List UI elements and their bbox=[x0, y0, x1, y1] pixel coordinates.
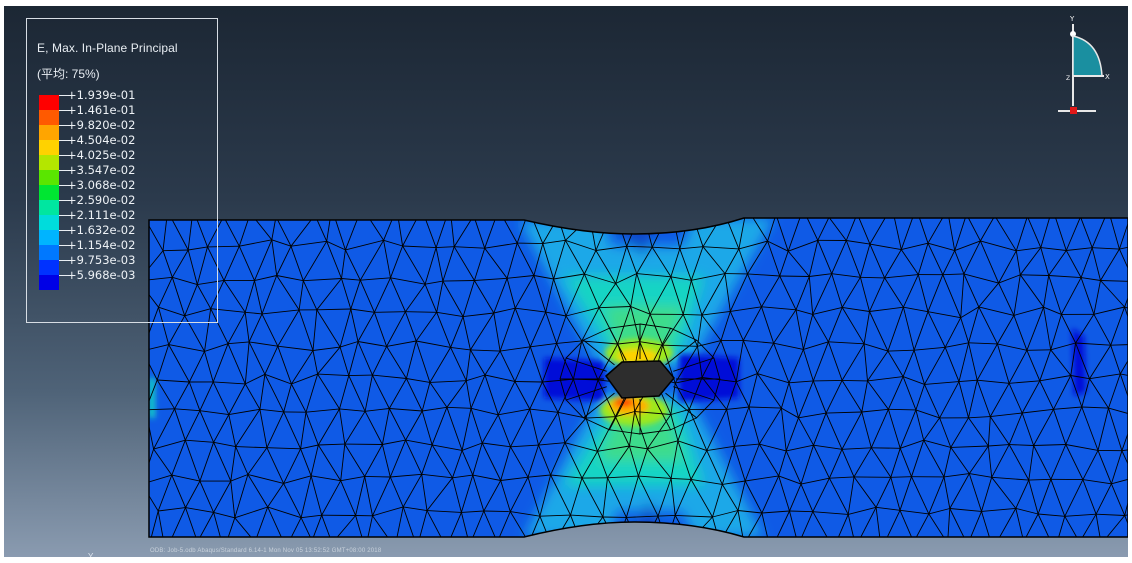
legend-swatch bbox=[39, 140, 59, 155]
legend-tick bbox=[59, 110, 69, 111]
legend-tick bbox=[59, 245, 69, 246]
viewport[interactable]: E, Max. In-Plane Principal (平均: 75%) +1.… bbox=[4, 6, 1128, 557]
legend-value-label: +4.025e-02 bbox=[67, 148, 136, 162]
legend-tick bbox=[59, 170, 69, 171]
legend-swatch bbox=[39, 215, 59, 230]
legend-value-label: +1.154e-02 bbox=[67, 238, 136, 252]
legend-tick bbox=[59, 275, 69, 276]
legend-value-label: +5.968e-03 bbox=[67, 268, 136, 282]
legend-swatch bbox=[39, 110, 59, 125]
status-bar-text: ODB: Job-5.odb Abaqus/Standard 6.14-1 Mo… bbox=[150, 548, 382, 554]
legend-swatch bbox=[39, 170, 59, 185]
triad-z-label: Z bbox=[1066, 75, 1070, 82]
axis-triad: Y X Z bbox=[1052, 12, 1122, 116]
legend-swatch bbox=[39, 230, 59, 245]
legend-value-label: +1.632e-02 bbox=[67, 223, 136, 237]
legend-swatch bbox=[39, 155, 59, 170]
legend-value-label: +3.547e-02 bbox=[67, 163, 136, 177]
legend-swatch bbox=[39, 245, 59, 260]
legend-value-label: +9.820e-02 bbox=[67, 118, 136, 132]
triad-y-node bbox=[1070, 31, 1076, 37]
legend-value-label: +1.461e-01 bbox=[67, 103, 136, 117]
triad-quadrant-icon bbox=[1072, 35, 1103, 77]
legend-value-label: +2.590e-02 bbox=[67, 193, 136, 207]
legend-tick bbox=[59, 140, 69, 141]
contour-legend: E, Max. In-Plane Principal (平均: 75%) +1.… bbox=[26, 18, 218, 323]
element-mesh bbox=[149, 218, 1128, 537]
triad-origin-marker bbox=[1070, 107, 1077, 114]
legend-tick bbox=[59, 230, 69, 231]
legend-tick bbox=[59, 155, 69, 156]
legend-tick bbox=[59, 215, 69, 216]
legend-tick bbox=[59, 125, 69, 126]
legend-subtitle: (平均: 75%) bbox=[37, 67, 100, 81]
triad-x-label: X bbox=[1105, 73, 1110, 81]
legend-tick bbox=[59, 185, 69, 186]
plate-body bbox=[149, 218, 1128, 537]
legend-swatch bbox=[39, 260, 59, 275]
legend-swatch bbox=[39, 125, 59, 140]
center-hole bbox=[604, 360, 675, 399]
legend-value-label: +3.068e-02 bbox=[67, 178, 136, 192]
triad-y-label: Y bbox=[1069, 15, 1075, 23]
legend-value-label: +4.504e-02 bbox=[67, 133, 136, 147]
legend-swatch bbox=[39, 185, 59, 200]
legend-title: E, Max. In-Plane Principal bbox=[37, 41, 178, 55]
legend-value-label: +2.111e-02 bbox=[67, 208, 136, 222]
bottom-y-axis-icon: Y bbox=[88, 552, 94, 557]
mesh-contour-plot[interactable] bbox=[4, 6, 1128, 557]
legend-swatch bbox=[39, 200, 59, 215]
plate-outline bbox=[148, 217, 1128, 538]
legend-tick bbox=[59, 95, 69, 96]
legend-swatch bbox=[39, 275, 59, 290]
legend-value-label: +9.753e-03 bbox=[67, 253, 136, 267]
legend-swatch bbox=[39, 95, 59, 110]
legend-tick bbox=[59, 200, 69, 201]
legend-tick bbox=[59, 260, 69, 261]
legend-value-label: +1.939e-01 bbox=[67, 88, 136, 102]
